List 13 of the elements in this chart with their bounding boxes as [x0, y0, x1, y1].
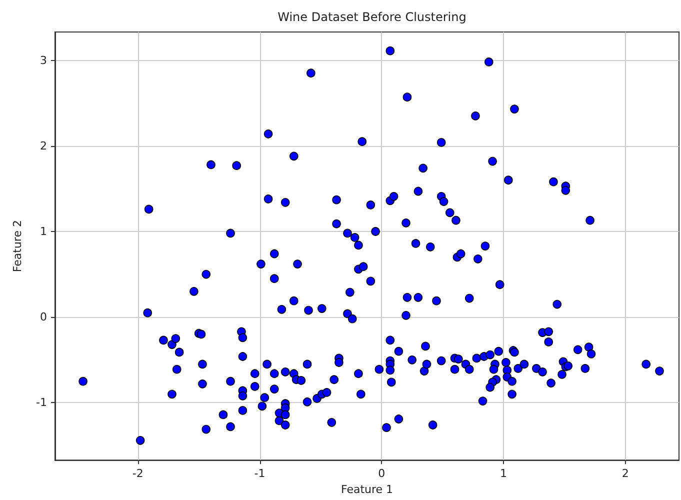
y-tick-label: 0 — [40, 310, 47, 324]
x-tick-label: -1 — [254, 467, 266, 480]
y-tick-label: 3 — [40, 54, 47, 67]
x-tick-label: 0 — [378, 467, 386, 480]
x-tick-label: -2 — [132, 467, 144, 480]
y-tick-label: 1 — [40, 224, 47, 238]
y-tick-label: 2 — [40, 139, 47, 152]
y-axis-title: Feature 2 — [11, 220, 24, 272]
y-tick-label: -1 — [36, 396, 47, 410]
x-tick-label: 2 — [622, 467, 629, 480]
chart-title: Wine Dataset Before Clustering — [278, 10, 466, 24]
x-tick-label: 1 — [500, 467, 507, 480]
x-axis-title: Feature 1 — [340, 483, 394, 496]
